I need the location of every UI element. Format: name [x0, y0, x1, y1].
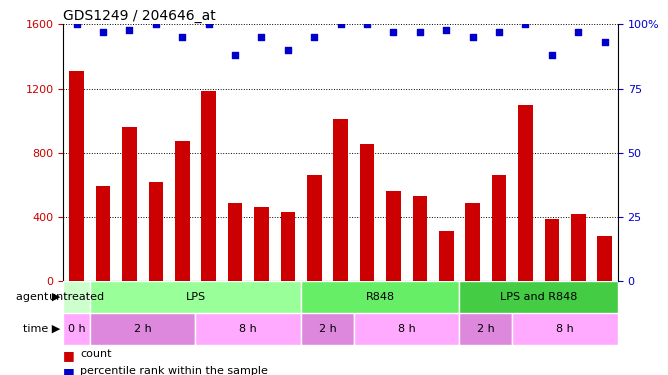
Bar — [301, 313, 354, 345]
Bar — [69, 71, 84, 281]
Bar — [255, 207, 269, 281]
Point — [256, 34, 267, 40]
Point — [203, 21, 214, 27]
Point — [150, 21, 161, 27]
Bar — [96, 186, 110, 281]
Point — [71, 21, 82, 27]
Bar — [439, 231, 454, 281]
Text: 8 h: 8 h — [398, 324, 415, 334]
Text: ■: ■ — [63, 349, 79, 362]
Point — [124, 27, 135, 33]
Text: percentile rank within the sample: percentile rank within the sample — [80, 366, 268, 375]
Point — [230, 52, 240, 58]
Point — [335, 21, 346, 27]
Text: GDS1249 / 204646_at: GDS1249 / 204646_at — [63, 9, 216, 23]
Point — [283, 47, 293, 53]
Point — [177, 34, 188, 40]
Point — [546, 52, 557, 58]
Bar — [228, 202, 242, 281]
Text: agent ▶: agent ▶ — [16, 292, 60, 302]
Text: 2 h: 2 h — [319, 324, 337, 334]
Point — [468, 34, 478, 40]
Text: 8 h: 8 h — [239, 324, 257, 334]
Bar — [63, 281, 90, 313]
Point — [362, 21, 373, 27]
Bar — [307, 175, 321, 281]
Point — [494, 29, 504, 35]
Bar — [90, 313, 196, 345]
Text: LPS and R848: LPS and R848 — [500, 292, 577, 302]
Text: LPS: LPS — [186, 292, 206, 302]
Text: ■: ■ — [63, 366, 79, 375]
Point — [98, 29, 108, 35]
Point — [441, 27, 452, 33]
Bar — [63, 313, 90, 345]
Point — [573, 29, 584, 35]
Point — [599, 39, 610, 45]
Bar — [196, 313, 301, 345]
Text: R848: R848 — [365, 292, 395, 302]
Text: 0 h: 0 h — [68, 324, 86, 334]
Bar — [354, 313, 460, 345]
Point — [520, 21, 531, 27]
Text: time ▶: time ▶ — [23, 324, 60, 334]
Point — [309, 34, 319, 40]
Point — [415, 29, 426, 35]
Bar — [333, 119, 348, 281]
Point — [388, 29, 399, 35]
Bar — [122, 127, 137, 281]
Bar — [281, 212, 295, 281]
Bar — [175, 141, 190, 281]
Text: 2 h: 2 h — [477, 324, 495, 334]
Bar — [148, 182, 163, 281]
Text: untreated: untreated — [49, 292, 104, 302]
Bar — [492, 175, 506, 281]
Bar — [413, 196, 427, 281]
Text: 8 h: 8 h — [556, 324, 574, 334]
Bar — [460, 313, 512, 345]
Bar — [360, 144, 374, 281]
Bar — [544, 219, 559, 281]
Bar — [571, 214, 586, 281]
Bar — [386, 191, 401, 281]
Text: count: count — [80, 349, 112, 359]
Bar — [460, 281, 618, 313]
Bar — [301, 281, 460, 313]
Bar — [90, 281, 301, 313]
Bar — [597, 236, 612, 281]
Bar — [518, 105, 533, 281]
Bar — [202, 91, 216, 281]
Bar — [512, 313, 618, 345]
Bar — [466, 202, 480, 281]
Text: 2 h: 2 h — [134, 324, 152, 334]
